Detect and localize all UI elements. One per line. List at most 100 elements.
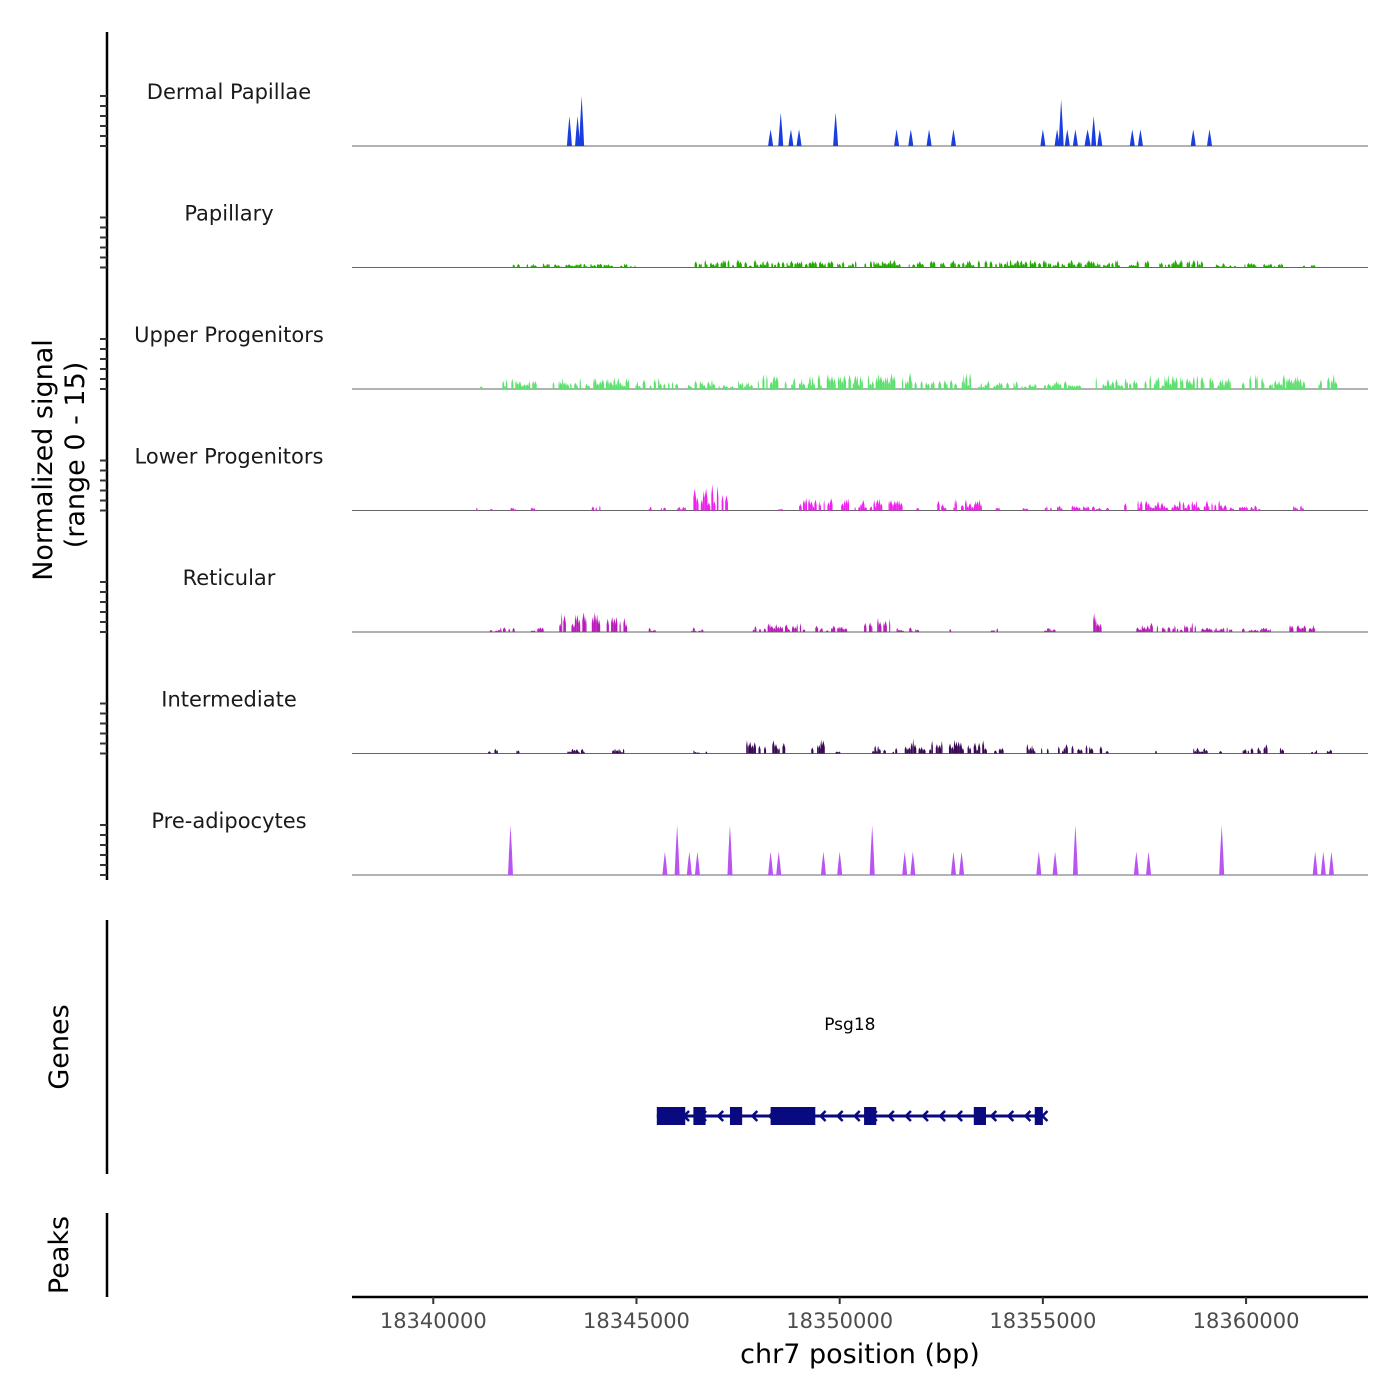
coverage-bin	[1200, 261, 1203, 268]
coverage-peak	[1219, 825, 1225, 875]
coverage-bin	[1155, 750, 1157, 754]
coverage-bin	[1044, 630, 1048, 632]
coverage-bin	[1191, 622, 1193, 632]
coverage-bin	[869, 383, 872, 389]
coverage-bin	[982, 740, 985, 754]
signal-axis-title-line2: (range 0 - 15)	[60, 362, 91, 549]
coverage-bin	[1159, 262, 1161, 268]
coverage-bin	[523, 384, 526, 389]
coverage-bin	[968, 260, 971, 268]
coverage-bin	[820, 739, 823, 754]
coverage-bin	[1273, 266, 1276, 268]
coverage-bin	[908, 263, 910, 268]
coverage-bin	[762, 374, 765, 389]
coverage-bin	[1200, 751, 1204, 754]
coverage-bin	[802, 629, 806, 632]
coverage-bin	[1196, 259, 1199, 268]
coverage-bin	[804, 500, 806, 511]
coverage-peak	[1072, 825, 1078, 875]
coverage-peak	[1320, 851, 1326, 875]
coverage-bin	[1260, 629, 1262, 632]
coverage-bin	[1214, 629, 1216, 632]
coverage-bin	[571, 265, 574, 268]
coverage-bin	[591, 265, 594, 268]
coverage-bin	[678, 506, 681, 511]
coverage-bin	[998, 381, 1001, 389]
coverage-bin	[596, 614, 599, 632]
coverage-bin	[1132, 264, 1135, 268]
coverage-peak	[869, 825, 875, 875]
coverage-bin	[1171, 375, 1175, 389]
strand-arrow	[887, 1110, 895, 1122]
coverage-bin	[1063, 264, 1066, 268]
coverage-bin	[1185, 625, 1189, 632]
coverage-bin	[615, 383, 618, 389]
coverage-bin	[837, 263, 839, 268]
coverage-bin	[1217, 265, 1220, 268]
coverage-bin	[1149, 374, 1152, 389]
coverage-bin	[1327, 376, 1330, 389]
coverage-bin	[1052, 629, 1056, 632]
coverage-bin	[921, 263, 924, 268]
coverage-bin	[1332, 374, 1335, 389]
coverage-bin	[759, 628, 762, 632]
coverage-bin	[568, 751, 571, 754]
coverage-bin	[782, 742, 786, 754]
genes-axis-title: Genes	[44, 1004, 75, 1089]
coverage-bin	[931, 740, 933, 754]
coverage-bin	[871, 380, 874, 389]
coverage-bin	[888, 500, 890, 511]
coverage-bin	[1302, 380, 1306, 389]
coverage-bin	[1024, 386, 1027, 389]
coverage-bin	[955, 741, 958, 754]
coverage-bin	[517, 750, 520, 754]
coverage-bin	[1229, 265, 1232, 268]
coverage-bin	[601, 379, 605, 389]
coverage-bin	[754, 625, 757, 632]
coverage-bin	[556, 265, 558, 268]
coverage-bin	[777, 626, 780, 632]
coverage-bin	[987, 380, 990, 389]
coverage-bin	[677, 508, 679, 511]
coverage-bin	[1201, 628, 1205, 632]
coverage-bin	[811, 261, 815, 268]
coverage-bin	[790, 260, 793, 268]
signal-y-axis	[100, 32, 109, 880]
gene-track	[656, 1107, 1049, 1125]
coverage-bin	[559, 623, 562, 632]
coverage-bin	[787, 628, 790, 632]
coverage-bin	[1031, 386, 1035, 389]
coverage-bin	[1195, 500, 1197, 511]
coverage-bin	[856, 374, 859, 389]
coverage-bin	[590, 263, 592, 268]
coverage-bin	[966, 506, 969, 511]
coverage-bin	[711, 484, 714, 511]
coverage-bin	[751, 744, 754, 754]
coverage-peak	[1064, 129, 1070, 146]
coverage-bin	[671, 381, 674, 389]
coverage-bin	[1054, 264, 1057, 268]
coverage-bin	[911, 380, 913, 389]
coverage-bin	[963, 373, 965, 389]
coverage-bin	[1261, 627, 1263, 632]
coverage-bin	[1118, 264, 1121, 268]
coverage-bin	[918, 261, 922, 268]
coverage-bin	[807, 382, 810, 389]
coverage-bin	[949, 628, 952, 632]
coverage-bin	[1205, 500, 1209, 511]
coverage-bin	[953, 506, 955, 511]
coverage-bin	[1263, 746, 1266, 754]
coverage-bin	[1041, 747, 1043, 754]
coverage-bin	[1228, 377, 1230, 389]
coverage-bin	[1229, 507, 1233, 511]
coverage-peak	[1190, 129, 1196, 146]
coverage-bin	[864, 622, 867, 632]
coverage-bin	[696, 752, 699, 754]
coverage-bin	[1196, 506, 1200, 511]
coverage-bin	[1068, 384, 1070, 389]
track-dermal-papillae: Dermal Papillae	[147, 80, 1368, 147]
coverage-bin	[970, 264, 973, 268]
coverage-bin	[892, 751, 895, 754]
coverage-bin	[884, 620, 887, 632]
